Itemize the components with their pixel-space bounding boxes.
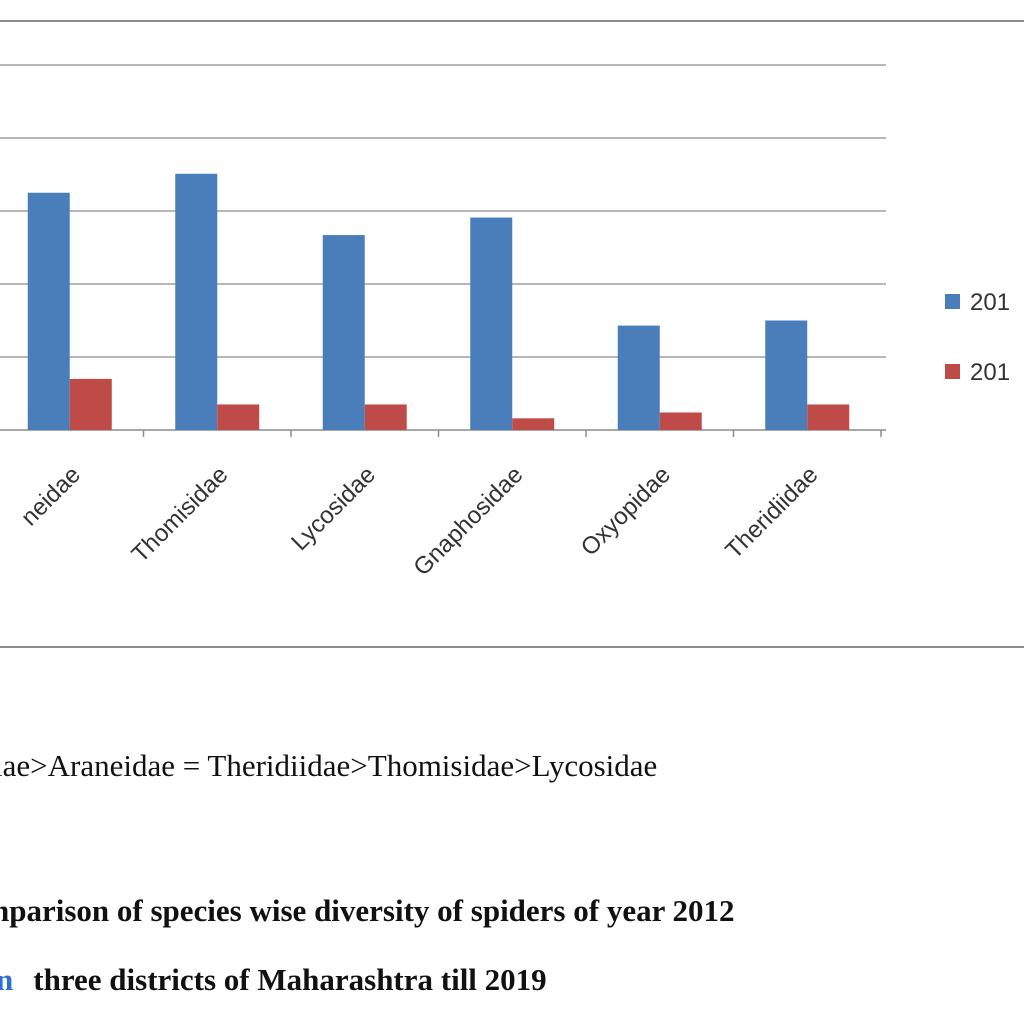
x-tick-label: Gnaphosidae: [408, 461, 528, 581]
bar-thomisidae-series-2: [217, 404, 260, 430]
bar-oxyopidae-series-1: [617, 325, 660, 430]
caption-prefix: n: [0, 962, 14, 997]
chart-area: neidae Thomisidae Lycosidae Gnaphosidae Oxyo…: [0, 20, 1024, 648]
x-tick-label: Thomisidae: [127, 461, 234, 568]
bar-gnaphosidae-series-2: [512, 418, 555, 430]
bar-chart: neidae Thomisidae Lycosidae Gnaphosidae Oxyo…: [0, 64, 1010, 581]
legend-label-series-2: 201: [970, 359, 1010, 386]
legend-swatch-series-2: [945, 364, 960, 379]
bar-gnaphosidae-series-1: [470, 217, 513, 430]
bar-lycosidae-series-2: [364, 404, 407, 430]
figure-caption-line-1: nparison of species wise diversity of sp…: [0, 893, 735, 928]
bar-lycosidae-series-1: [322, 235, 365, 430]
bar-araneidae-series-2: [69, 378, 112, 430]
x-tick-label: Theridiidae: [720, 461, 823, 564]
diversity-ordering-text: lae>Araneidae = Theridiidae>Thomisidae>L…: [0, 748, 658, 783]
x-tick-label: Oxyopidae: [576, 461, 676, 561]
x-tick-label: neidae: [16, 461, 86, 531]
bar-theridiidae-series-2: [807, 404, 850, 430]
x-tick-label: Lycosidae: [286, 461, 381, 556]
bar-thomisidae-series-1: [175, 173, 218, 430]
caption-line-2-text: three districts of Maharashtra till 2019: [33, 962, 547, 997]
legend-swatch-series-1: [945, 294, 960, 309]
bar-oxyopidae-series-2: [659, 412, 702, 430]
figure-caption-line-2: n three districts of Maharashtra till 201…: [0, 962, 547, 998]
legend-label-series-1: 201: [970, 289, 1010, 316]
bar-theridiidae-series-1: [765, 320, 808, 430]
bar-araneidae-series-1: [27, 192, 70, 430]
